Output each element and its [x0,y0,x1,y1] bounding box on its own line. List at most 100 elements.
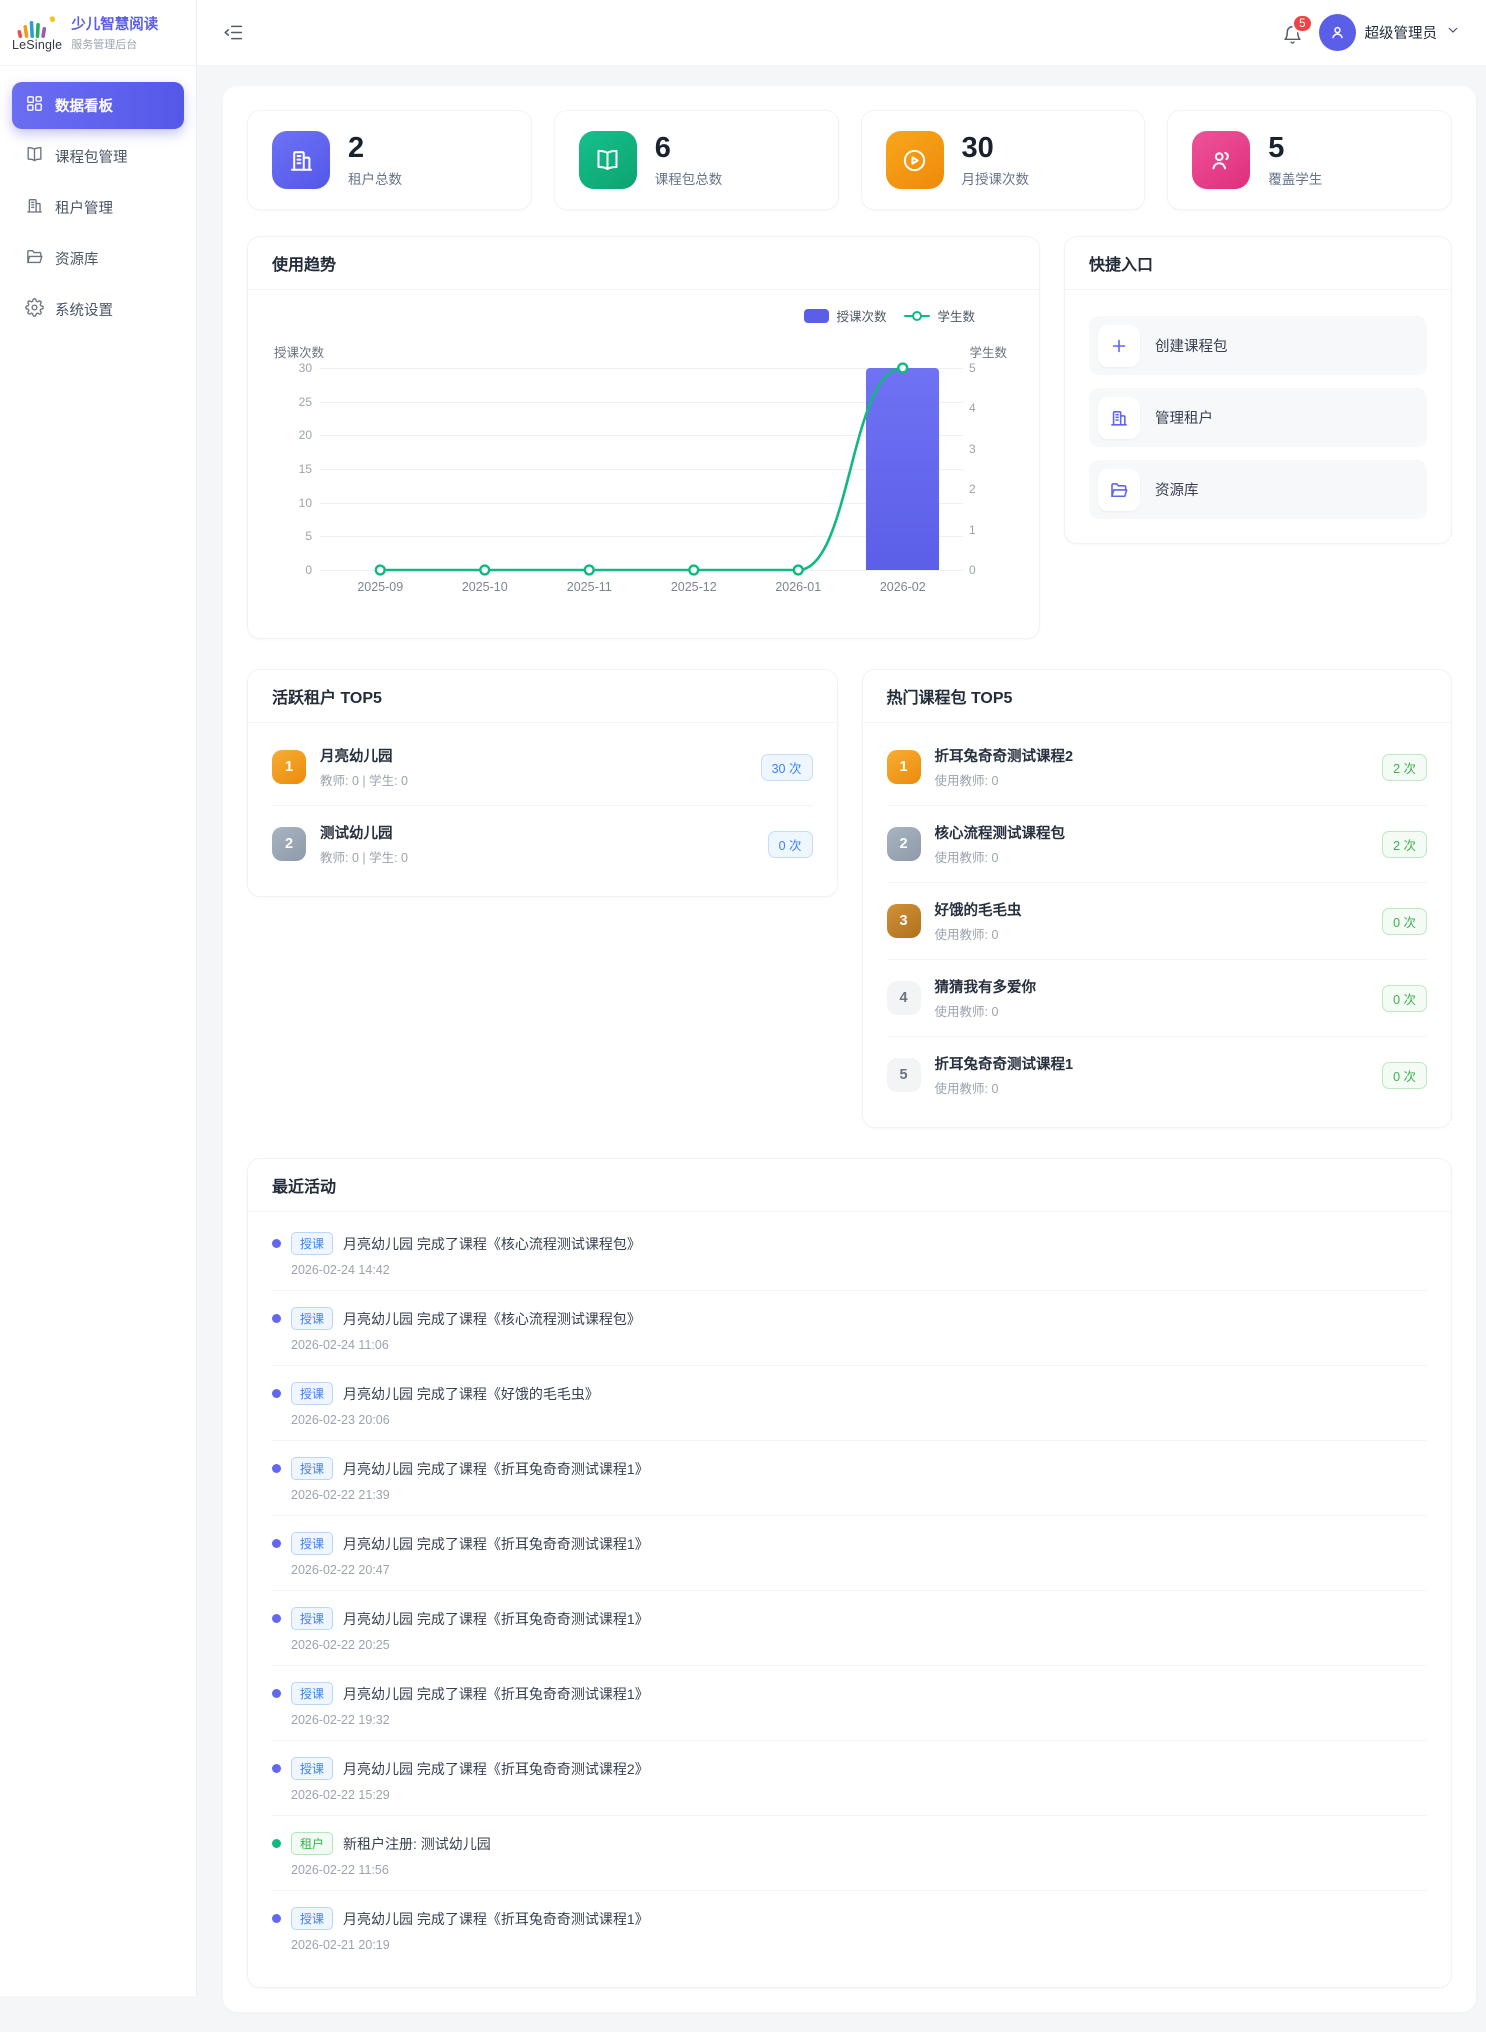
stat-value: 5 [1268,132,1322,165]
left-axis-tick: 30 [248,360,312,376]
quick-entry-label: 创建课程包 [1155,335,1228,356]
x-axis-label: 2025-11 [544,580,634,594]
sidebar-item-label: 资源库 [55,248,99,269]
book-icon [25,145,44,168]
legend-bar-swatch [804,309,829,323]
left-axis-tick: 5 [248,528,312,544]
quick-entry-folder[interactable]: 资源库 [1089,460,1427,519]
activity-row: 授课月亮幼儿园 完成了课程《折耳兔奇奇测试课程1》2026-02-21 20:1… [272,1891,1427,1965]
sidebar-item-label: 数据看板 [55,95,113,116]
building-icon [25,196,44,219]
notifications-button[interactable]: 5 [1282,20,1303,45]
legend-label: 学生数 [937,306,975,325]
right-axis-tick: 1 [969,522,976,538]
book-icon [579,131,637,189]
x-axis-label: 2025-12 [649,580,739,594]
sidebar-menu: 数据看板课程包管理租户管理资源库系统设置 [0,66,196,349]
left-axis-tick: 25 [248,394,312,410]
stat-value: 2 [348,132,402,165]
rank-badge: 1 [887,750,921,784]
user-menu[interactable]: 超级管理员 [1319,14,1461,51]
sidebar-item-dashboard[interactable]: 数据看板 [12,82,184,129]
legend-item[interactable]: 授课次数 [804,306,886,325]
activity-time: 2026-02-22 20:25 [291,1638,1427,1652]
item-meta: 教师: 0 | 学生: 0 [320,770,747,789]
activity-time: 2026-02-22 11:56 [291,1863,1427,1877]
usage-trend-title: 使用趋势 [248,237,1039,290]
left-axis-tick: 15 [248,461,312,477]
sidebar-item-building[interactable]: 租户管理 [12,184,184,231]
folder-icon [1098,469,1140,511]
activity-row: 授课月亮幼儿园 完成了课程《折耳兔奇奇测试课程1》2026-02-22 20:2… [272,1591,1427,1666]
activity-type-badge: 授课 [291,1457,333,1480]
gear-icon [25,298,44,321]
legend-label: 授课次数 [836,306,886,325]
activity-row: 授课月亮幼儿园 完成了课程《折耳兔奇奇测试课程2》2026-02-22 15:2… [272,1741,1427,1816]
rank-badge: 1 [272,750,306,784]
rank-badge: 4 [887,981,921,1015]
activity-type-badge: 授课 [291,1682,333,1705]
activity-row: 授课月亮幼儿园 完成了课程《折耳兔奇奇测试课程1》2026-02-22 21:3… [272,1441,1427,1516]
activity-time: 2026-02-21 20:19 [291,1938,1427,1952]
quick-entry-list: 创建课程包管理租户资源库 [1065,290,1451,543]
sidebar-item-label: 系统设置 [55,299,113,320]
stat-label: 月授课次数 [962,168,1030,188]
sidebar-item-folder[interactable]: 资源库 [12,235,184,282]
rank-badge: 5 [887,1058,921,1092]
logo-wordmark: LeSingle [12,38,62,52]
line-marker [376,566,385,575]
quick-entry-label: 资源库 [1155,479,1199,500]
sidebar-item-label: 课程包管理 [55,146,128,167]
sidebar-item-book[interactable]: 课程包管理 [12,133,184,180]
sidebar-item-gear[interactable]: 系统设置 [12,286,184,333]
activity-row: 授课月亮幼儿园 完成了课程《核心流程测试课程包》2026-02-24 14:42 [272,1216,1427,1291]
hot-packages-title: 热门课程包 TOP5 [863,670,1452,723]
users-icon [1192,131,1250,189]
stat-label: 课程包总数 [655,168,723,188]
app-subtitle: 服务管理后台 [71,36,158,52]
item-name: 测试幼儿园 [320,822,754,843]
quick-entry-building[interactable]: 管理租户 [1089,388,1427,447]
rank-badge: 2 [272,827,306,861]
x-axis-label: 2026-01 [753,580,843,594]
activity-dot [272,1689,281,1698]
activity-type-badge: 租户 [291,1832,333,1855]
item-meta: 使用教师: 0 [935,770,1369,789]
folder-icon [25,247,44,270]
left-axis-tick: 0 [248,562,312,578]
recent-activity-card: 最近活动 授课月亮幼儿园 完成了课程《核心流程测试课程包》2026-02-24 … [247,1158,1452,1988]
count-badge: 0 次 [1382,985,1427,1012]
avatar [1319,14,1356,51]
item-meta: 使用教师: 0 [935,1001,1369,1020]
activity-dot [272,1464,281,1473]
stat-label: 覆盖学生 [1268,168,1322,188]
right-axis-title: 学生数 [969,342,1007,361]
legend-item[interactable]: 学生数 [904,306,975,325]
right-axis-tick: 5 [969,360,976,376]
item-meta: 使用教师: 0 [935,1078,1369,1097]
stat-card-users: 5 覆盖学生 [1167,110,1452,210]
item-name: 折耳兔奇奇测试课程2 [935,745,1369,766]
count-badge: 0 次 [768,831,813,858]
x-axis-label: 2025-09 [335,580,425,594]
x-axis-label: 2025-10 [440,580,530,594]
line-marker [898,364,907,373]
left-axis-title: 授课次数 [274,342,324,361]
topbar: 5 超级管理员 [197,0,1486,66]
count-badge: 30 次 [761,754,813,781]
activity-row: 授课月亮幼儿园 完成了课程《核心流程测试课程包》2026-02-24 11:06 [272,1291,1427,1366]
logo-icon [14,14,60,40]
line-series [328,368,955,570]
line-marker [480,566,489,575]
quick-entry-plus[interactable]: 创建课程包 [1089,316,1427,375]
activity-type-badge: 授课 [291,1382,333,1405]
play-icon [886,131,944,189]
item-name: 核心流程测试课程包 [935,822,1369,843]
collapse-sidebar-icon[interactable] [223,22,244,43]
